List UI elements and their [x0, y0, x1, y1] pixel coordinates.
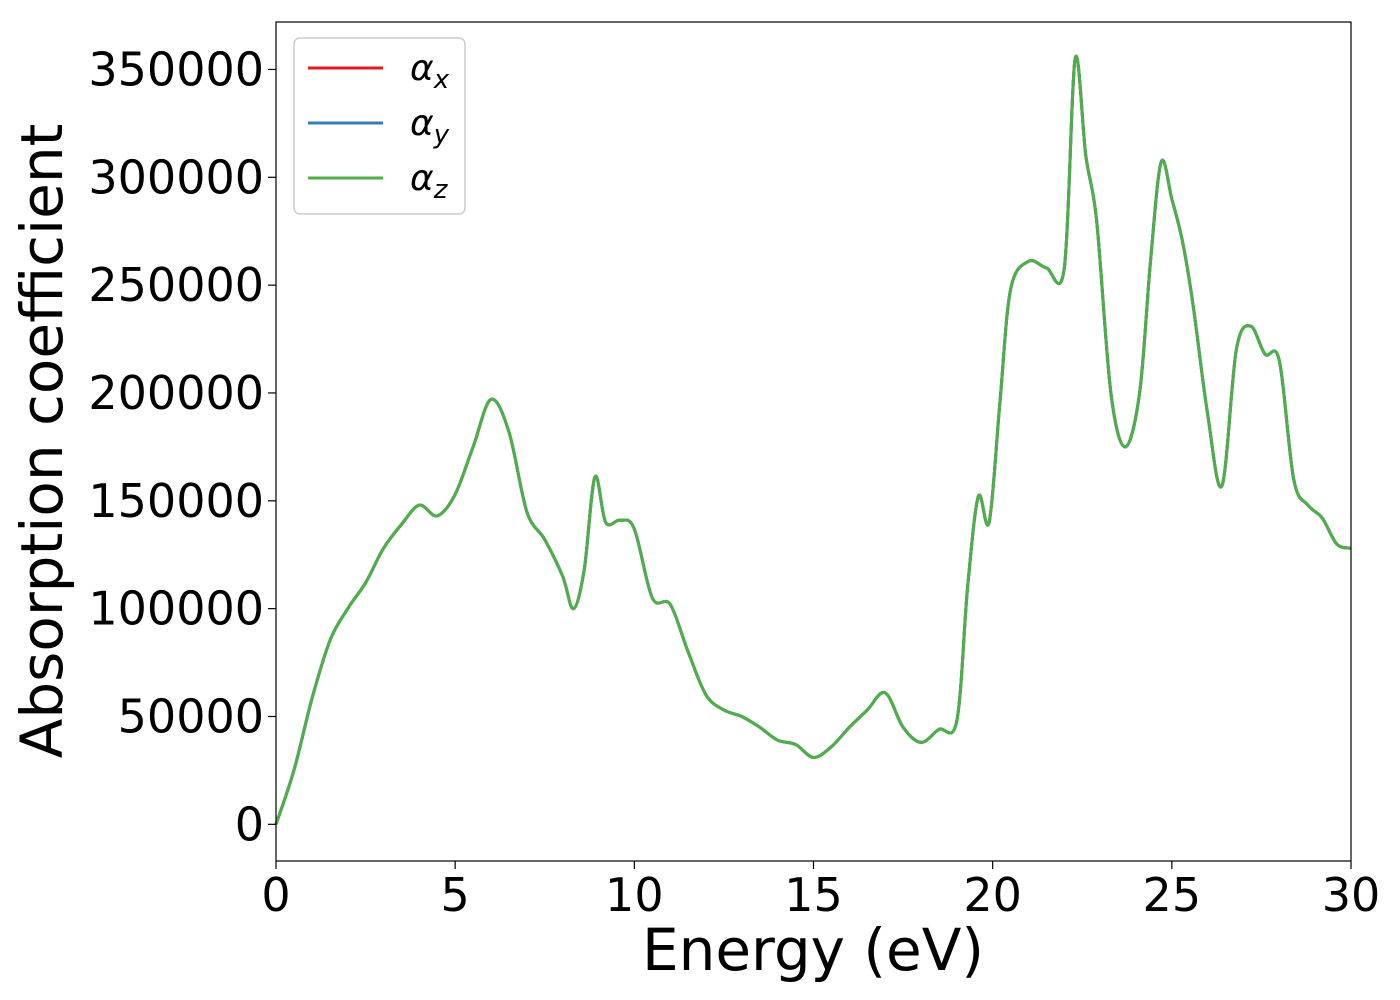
x-tick-label: 20	[963, 868, 1022, 922]
y-axis-label: Absorption coefficient	[8, 124, 76, 759]
x-tick-label: 25	[1143, 868, 1202, 922]
y-tick-label: 250000	[88, 258, 264, 312]
series-line-alpha-z	[274, 54, 1352, 825]
y-tick-label: 350000	[88, 42, 264, 96]
y-tick-label: 150000	[88, 474, 264, 528]
y-tick-label: 300000	[88, 150, 264, 204]
x-tick-label: 15	[784, 868, 843, 922]
x-tick-label: 5	[441, 868, 470, 922]
y-tick-label: 200000	[88, 366, 264, 420]
legend-box	[293, 37, 466, 215]
x-tick-label: 0	[261, 868, 290, 922]
y-tick-label: 0	[235, 797, 264, 851]
y-tick-label: 100000	[88, 582, 264, 636]
x-tick-label: 30	[1322, 868, 1381, 922]
series-layer	[274, 54, 1352, 825]
legend-label-alpha-y: αy	[410, 103, 450, 150]
x-axis-label: Energy (eV)	[642, 916, 984, 984]
y-axis-ticks: 0 50000 100000 150000 200000 250000 300000 3500…	[88, 42, 276, 851]
y-tick-label: 50000	[118, 689, 264, 743]
x-axis-ticks: 0 5 10 15 20 25 30	[261, 861, 1380, 922]
x-tick-label: 10	[605, 868, 664, 922]
